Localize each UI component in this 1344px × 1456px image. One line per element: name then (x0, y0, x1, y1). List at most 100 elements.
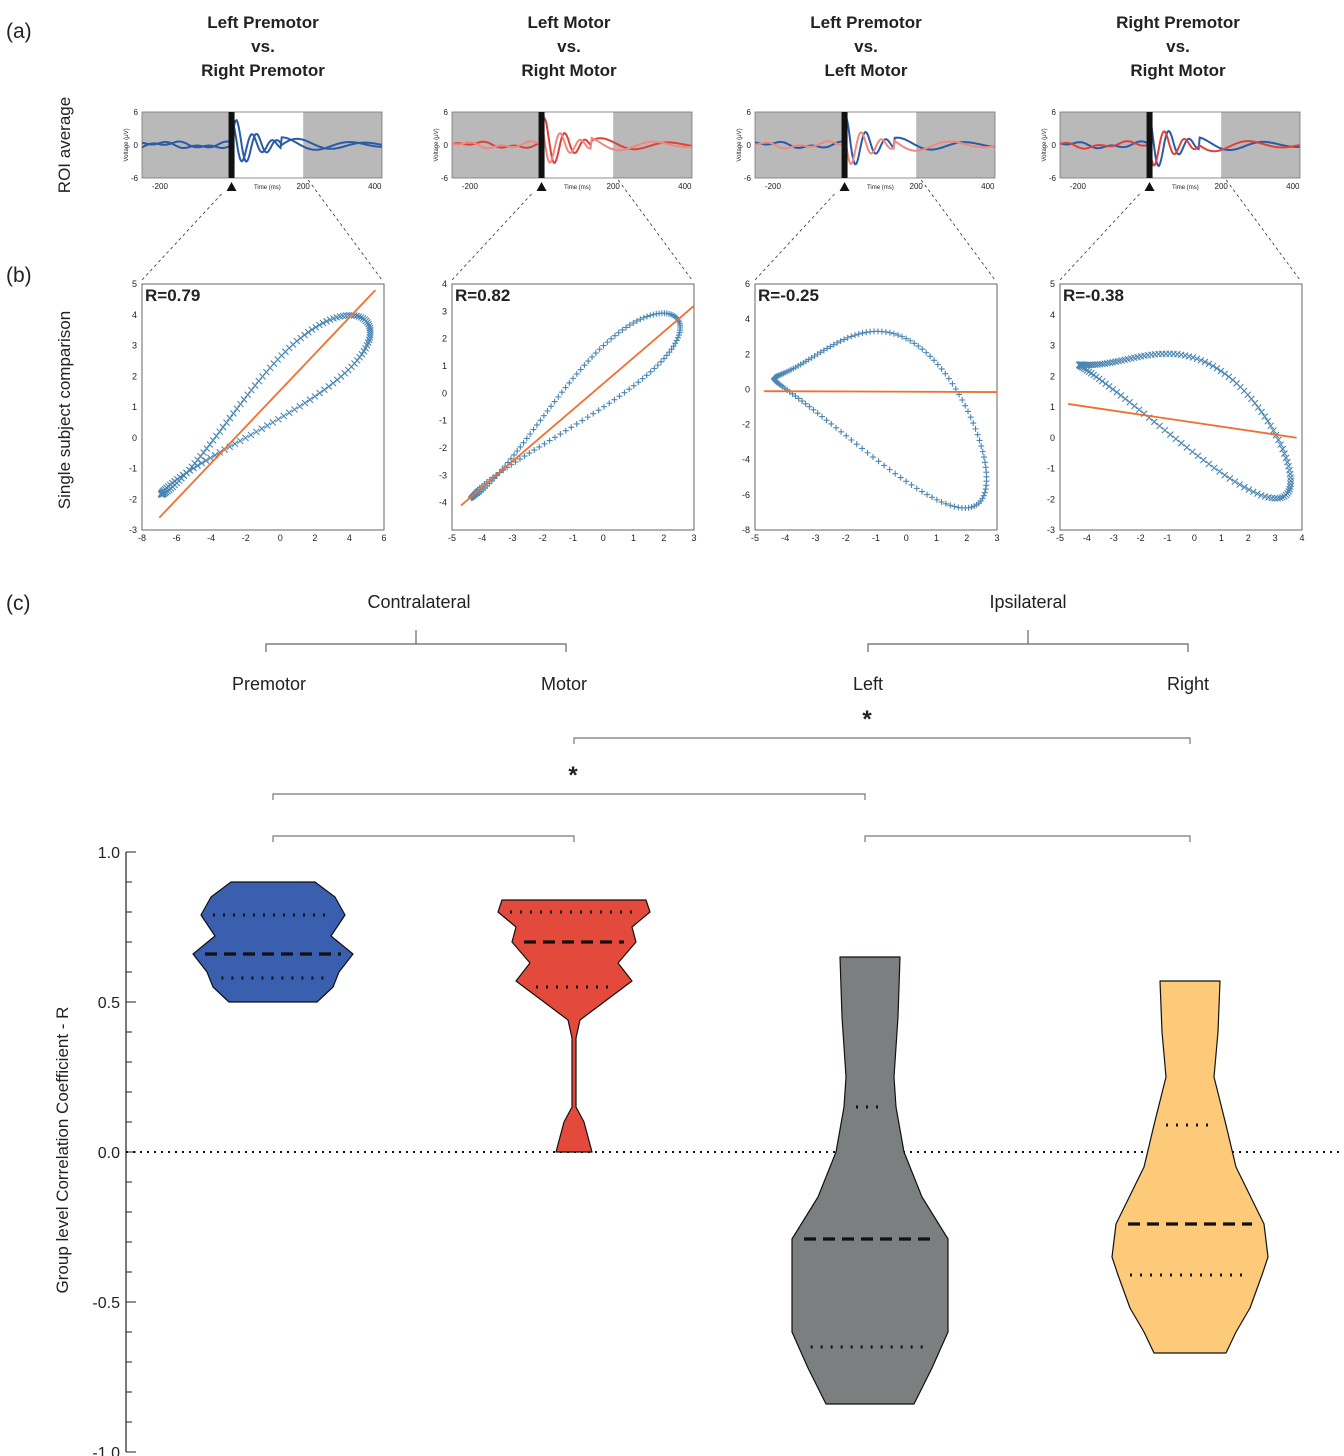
scatter-point (974, 431, 981, 438)
scatter-point (633, 317, 640, 324)
scatter-point (216, 428, 224, 436)
scatter-plot-4: R=-0.38 -5 -4 -3 -2 -1 0 1 2 3 4 -3 -2 -1 0 1 2 3 4 5 (1047, 279, 1305, 543)
comparison-title-1-line-2: vs. (251, 37, 275, 56)
scatter-point (1264, 417, 1272, 425)
scatter-point (897, 474, 904, 481)
scatter-x-tick: 2 (661, 533, 666, 543)
zoom-guide-right (920, 179, 996, 281)
scatter-point (934, 361, 941, 368)
scatter-point (562, 384, 569, 391)
scatter-point (795, 395, 802, 402)
scatter-point (951, 503, 958, 510)
scatter-y-tick: -3 (439, 470, 447, 480)
scatter-point (1282, 454, 1290, 462)
roi-plot-frame (754, 111, 996, 179)
scatter-point (1106, 359, 1114, 367)
stimulus-marker (1146, 112, 1153, 178)
scatter-point (673, 337, 680, 344)
stimulus-marker (841, 112, 848, 178)
scatter-point (851, 332, 858, 339)
stimulus-arrow (536, 182, 547, 191)
scatter-point (834, 339, 841, 346)
scatter-point (304, 328, 312, 336)
scatter-x-tick: -1 (569, 533, 577, 543)
scatter-point (1216, 468, 1223, 475)
scatter-point (568, 424, 575, 431)
scatter-point (258, 425, 266, 433)
scatter-y-tick: 0 (132, 433, 137, 443)
scatter-point (329, 379, 337, 387)
scatter-point (291, 406, 298, 413)
scatter-point (1271, 494, 1279, 502)
scatter-point (207, 454, 214, 462)
scatter-point (908, 481, 915, 488)
scatter-point (635, 379, 642, 386)
scatter-x-tick: -4 (478, 533, 486, 543)
scatter-y-tick: 0 (1050, 433, 1055, 443)
scatter-x-tick: 1 (1219, 533, 1224, 543)
comparison-title-4: Right Premotor vs. Right Motor (1116, 13, 1240, 80)
comparison-title-3-line-1: Left Premotor (810, 13, 922, 32)
scatter-point (194, 462, 201, 470)
zoom-guide-left (141, 193, 222, 281)
scatter-point (824, 345, 831, 352)
scatter-point (209, 436, 217, 444)
roi-x-axis-label: Time (ms) (867, 185, 894, 191)
roi-y-tick: 6 (134, 108, 139, 117)
group-label-contralateral: Contralateral (367, 592, 470, 612)
scatter-point (819, 413, 826, 420)
scatter-point (970, 420, 977, 427)
scatter-point (972, 425, 979, 432)
scatter-point (557, 431, 564, 438)
scatter-x-tick: 3 (994, 533, 999, 543)
violin-motor (497, 899, 651, 1153)
scatter-point (551, 434, 558, 441)
scatter-point (838, 428, 845, 435)
scatter-point (280, 412, 288, 420)
row-label-roi-average: ROI average (55, 97, 74, 193)
scatter-point (976, 437, 983, 444)
scatter-point (1193, 355, 1201, 363)
scatter-point (907, 337, 914, 344)
scatter-point (581, 362, 588, 369)
panel-label-b: (b) (6, 264, 32, 287)
scatter-point (1166, 431, 1174, 438)
scatter-point (240, 396, 248, 403)
scatter-point (537, 417, 544, 424)
scatter-x-tick: 6 (381, 533, 386, 543)
scatter-point (544, 408, 551, 415)
scatter-point (219, 423, 227, 431)
scatter-point (630, 382, 637, 389)
scatter-point (231, 440, 239, 448)
scatter-point (947, 502, 954, 509)
scatter-point (1217, 367, 1225, 375)
panel-label-c: (c) (6, 592, 31, 615)
comparison-title-2-line-3: Right Motor (521, 61, 617, 80)
scatter-point (833, 424, 840, 431)
scatter-y-tick: 1 (442, 361, 447, 371)
scatter-point (223, 419, 230, 427)
scatter-point (674, 334, 681, 341)
scatter-x-tick: -2 (1137, 533, 1145, 543)
scatter-point (870, 454, 877, 461)
scatter-x-tick: -4 (1083, 533, 1091, 543)
scatter-x-tick: -3 (508, 533, 516, 543)
scatter-frame (1059, 283, 1303, 531)
scatter-point (507, 455, 514, 462)
scatter-point (1183, 444, 1191, 451)
scatter-point (827, 343, 834, 350)
single-subject-scatter-plots: R=0.79 -8 -6 -4 -2 0 2 4 6 -3 -2 -1 0 1 2 3 4 5 R=0.82 -5 -4… (129, 279, 1305, 543)
violin-body (497, 899, 651, 1153)
scatter-point (1200, 456, 1207, 464)
scatter-x-tick: -8 (138, 533, 146, 543)
roi-trace-1 (755, 112, 995, 166)
scatter-point (589, 353, 596, 360)
scatter-point (653, 310, 660, 317)
scatter-point (855, 331, 862, 338)
scatter-point (848, 437, 855, 444)
scatter-point (358, 350, 366, 358)
scatter-point (650, 311, 657, 318)
scatter-point (844, 334, 851, 341)
scatter-point (1185, 352, 1193, 360)
scatter-point (1254, 404, 1262, 411)
